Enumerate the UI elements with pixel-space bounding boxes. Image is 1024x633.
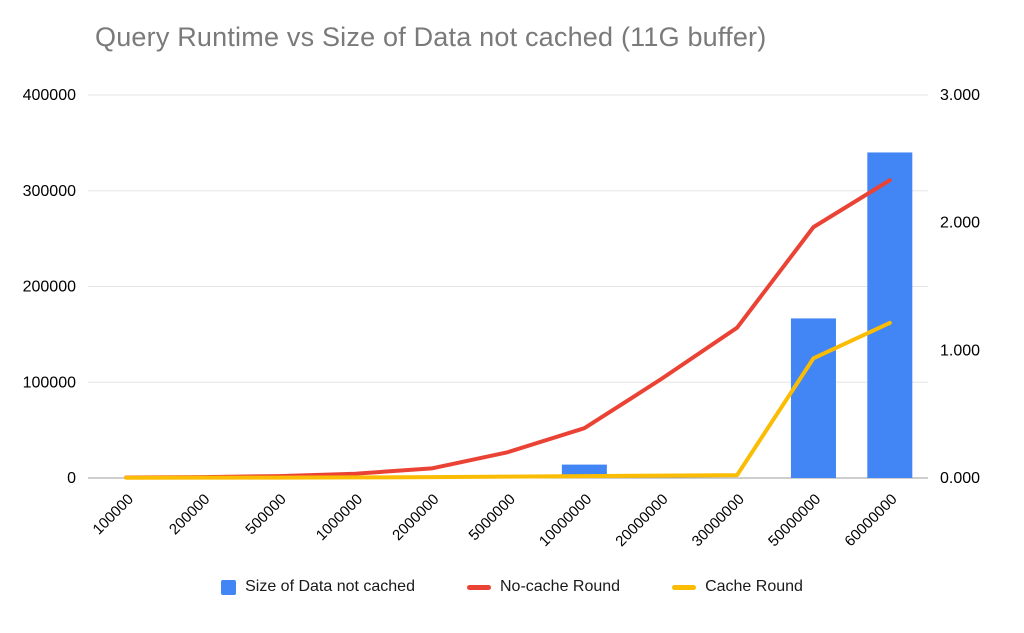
x-axis-category-label: 500000 (242, 491, 289, 538)
right-axis-tick-label: 3.000 (940, 87, 980, 104)
chart-legend: Size of Data not cached No-cache Round Cac… (0, 578, 1024, 596)
x-axis-category-label: 1000000 (313, 491, 366, 544)
legend-item-label: Size of Data not cached (245, 578, 415, 595)
line-cache-round (124, 320, 892, 480)
x-axis-category-label: 60000000 (841, 491, 900, 550)
x-axis-category-label: 2000000 (389, 491, 442, 544)
right-axis-tick-label: 1.000 (940, 342, 980, 359)
legend-line-swatch-icon (466, 584, 491, 590)
right-axis-tick-label: 2.000 (940, 215, 980, 232)
left-axis-tick-label: 200000 (23, 279, 76, 296)
x-axis-category-label: 5000000 (466, 491, 519, 544)
line-no-cache-round (124, 178, 892, 480)
legend-item-label: Cache Round (705, 578, 803, 595)
bar-size-of-data-not-cached (790, 318, 836, 478)
legend-item: Cache Round (672, 578, 803, 596)
left-axis-tick-label: 100000 (23, 374, 76, 391)
left-axis-tick-label: 400000 (23, 87, 76, 104)
x-axis-category-label: 30000000 (689, 491, 748, 550)
x-axis-category-label: 200000 (166, 491, 213, 538)
right-axis-tick-label: 0.000 (940, 470, 980, 487)
x-axis-category-label: 50000000 (765, 491, 824, 550)
chart-title: Query Runtime vs Size of Data not cached… (95, 22, 767, 52)
x-axis-category-label: 100000 (90, 491, 137, 538)
legend-bar-swatch-icon (221, 579, 237, 595)
left-axis-tick-label: 300000 (23, 183, 76, 200)
legend-item: No-cache Round (466, 578, 621, 596)
left-axis-tick-label: 0 (67, 470, 76, 487)
x-axis-category-label: 20000000 (612, 491, 671, 550)
x-axis-category-label: 10000000 (536, 491, 595, 550)
legend-item-label: No-cache Round (499, 578, 621, 595)
legend-line-swatch-icon (672, 584, 697, 590)
bar-size-of-data-not-cached (867, 152, 913, 478)
legend-item: Size of Data not cached (221, 578, 415, 596)
